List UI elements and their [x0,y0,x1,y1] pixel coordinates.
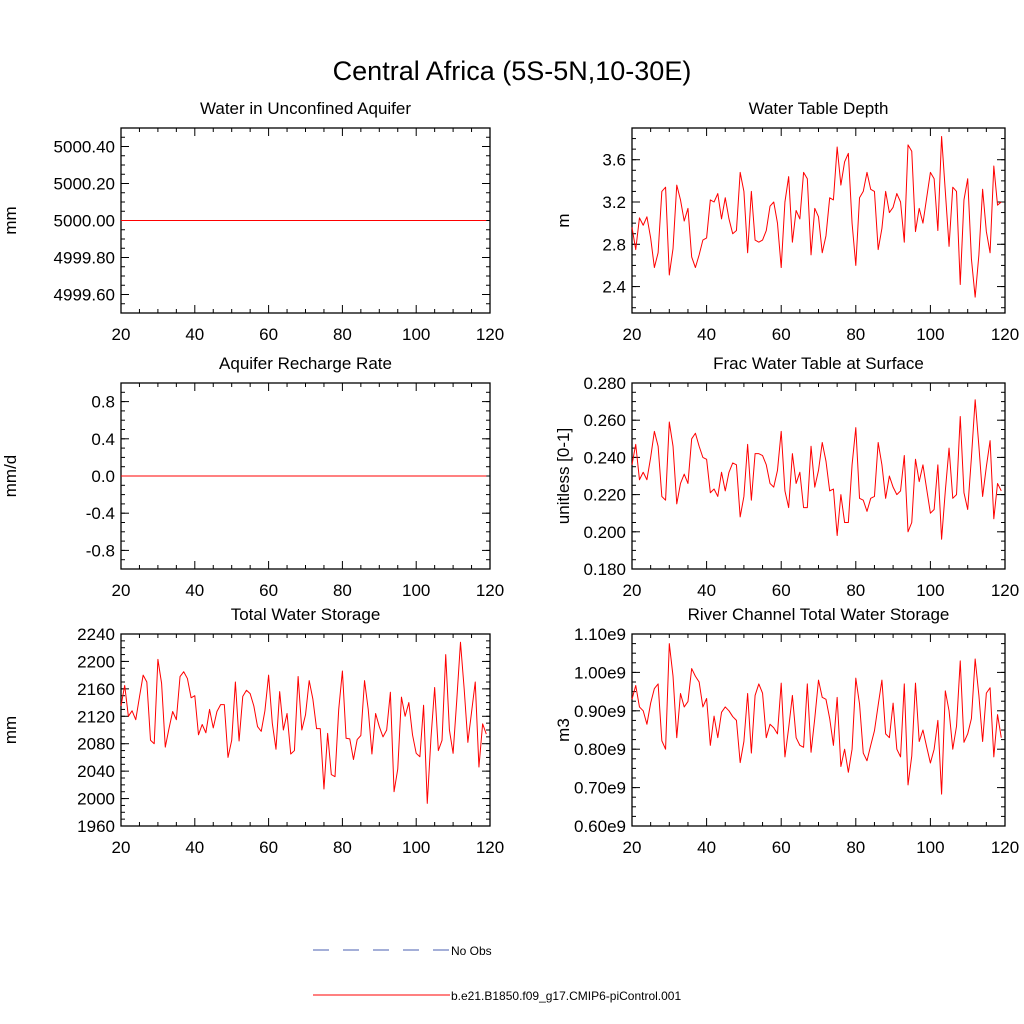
x-tick-label: 20 [623,581,642,600]
y-tick-label: 0.90e9 [574,702,626,721]
panel-title: Water in Unconfined Aquifer [200,99,411,118]
panel-title: Total Water Storage [231,605,381,624]
series-line [631,643,1002,795]
x-tick-label: 40 [697,325,716,344]
legend: No Obs b.e21.B1850.f09_g17.CMIP6-piContr… [313,944,681,1003]
y-tick-label: 0.80e9 [574,740,626,759]
x-tick-label: 20 [112,581,131,600]
y-tick-label: 2200 [77,652,115,671]
x-tick-label: 120 [991,325,1019,344]
y-tick-label: 0.0 [91,467,115,486]
y-tick-label: 2.4 [602,278,626,297]
panel-1: Water in Unconfined Aquifer mm 20 40 60 80 100… [1,99,504,344]
x-tick-label: 80 [846,838,865,857]
y-tick-label: 2120 [77,707,115,726]
x-tick-label: 60 [772,325,791,344]
y-tick-label: -0.4 [86,504,115,523]
x-tick-label: 40 [185,325,204,344]
x-tick-label: 100 [916,581,944,600]
y-axis-label: mm/d [1,455,20,498]
x-tick-label: 120 [991,838,1019,857]
panel-3: Aquifer Recharge Rate mm/d 20 40 60 80 100 120 -… [1,354,504,600]
x-tick-label: 100 [402,325,430,344]
y-tick-label: 0.280 [583,374,626,393]
y-tick-label: 0.220 [583,486,626,505]
x-tick-label: 80 [846,325,865,344]
x-tick-label: 20 [623,325,642,344]
panel-title: River Channel Total Water Storage [688,605,950,624]
panel-title: Frac Water Table at Surface [713,354,924,373]
x-tick-label: 60 [772,581,791,600]
x-tick-label: 100 [402,838,430,857]
series-line [120,641,487,804]
y-tick-label: 0.4 [91,430,115,449]
series-line [631,135,1002,298]
y-tick-label: 0.8 [91,393,115,412]
x-tick-label: 40 [697,838,716,857]
panel-4: Frac Water Table at Surface unitless [0-1… [554,354,1019,600]
y-tick-label: 2160 [77,680,115,699]
y-tick-label: 0.60e9 [574,817,626,836]
y-tick-label: 5000.00 [54,212,115,231]
y-tick-label: 2240 [77,625,115,644]
legend-label-model: b.e21.B1850.f09_g17.CMIP6-piControl.001 [451,989,681,1003]
y-tick-label: 1.00e9 [574,663,626,682]
x-tick-label: 80 [333,838,352,857]
x-tick-label: 60 [259,581,278,600]
y-axis-label: mm [1,206,20,234]
y-tick-label: 4999.60 [54,286,115,305]
y-axis-label: mm [1,716,20,744]
panel-title: Water Table Depth [749,99,889,118]
x-tick-label: 20 [112,325,131,344]
x-tick-label: 120 [476,325,504,344]
figure-title: Central Africa (5S-5N,10-30E) [333,56,692,86]
y-tick-label: 2000 [77,790,115,809]
y-tick-label: 0.180 [583,560,626,579]
y-tick-label: 2080 [77,735,115,754]
y-tick-label: 3.2 [602,193,626,212]
y-tick-label: 4999.80 [54,249,115,268]
y-tick-label: 0.70e9 [574,779,626,798]
legend-label-no-obs: No Obs [451,944,492,958]
panel-2: Water Table Depth m 20 40 60 80 100 120 2.4 2.8 3.… [554,99,1019,344]
x-tick-label: 120 [476,838,504,857]
x-tick-label: 60 [772,838,791,857]
y-tick-label: 2040 [77,762,115,781]
y-axis-label: unitless [0-1] [554,428,573,524]
y-tick-label: 5000.40 [54,138,115,157]
x-tick-label: 80 [846,581,865,600]
x-tick-label: 100 [916,838,944,857]
y-axis-label: m3 [554,718,573,742]
x-tick-label: 100 [402,581,430,600]
y-tick-label: 1960 [77,817,115,836]
x-tick-label: 60 [259,325,278,344]
y-tick-label: 1.10e9 [574,625,626,644]
x-tick-label: 80 [333,581,352,600]
y-tick-label: -0.8 [86,541,115,560]
y-tick-label: 5000.20 [54,175,115,194]
y-tick-label: 2.8 [602,235,626,254]
series-line [631,399,1002,540]
y-tick-label: 3.6 [602,151,626,170]
y-tick-label: 0.200 [583,523,626,542]
panel-title: Aquifer Recharge Rate [219,354,392,373]
x-tick-label: 20 [623,838,642,857]
x-tick-label: 100 [916,325,944,344]
x-tick-label: 60 [259,838,278,857]
panel-6: River Channel Total Water Storage m3 20 40 6… [554,605,1019,857]
x-tick-label: 40 [185,581,204,600]
y-axis-label: m [554,213,573,227]
x-tick-label: 40 [185,838,204,857]
x-tick-label: 20 [112,838,131,857]
y-tick-label: 0.260 [583,411,626,430]
x-tick-label: 40 [697,581,716,600]
y-tick-label: 0.240 [583,448,626,467]
x-tick-label: 120 [991,581,1019,600]
x-tick-label: 120 [476,581,504,600]
x-tick-label: 80 [333,325,352,344]
